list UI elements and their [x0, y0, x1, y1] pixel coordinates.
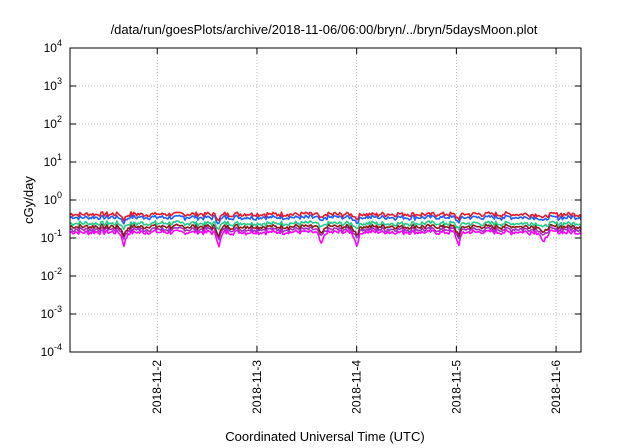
y-axis-label: cGy/day [21, 176, 36, 224]
x-axis: 2018-11-2 2018-11-3 2018-11-4 2018-11-5 2018… [150, 48, 563, 414]
series-line [69, 226, 582, 241]
series-line [69, 228, 582, 248]
y-tick-label: 103 [44, 76, 62, 93]
x-tick-label: 2018-11-6 [549, 360, 563, 414]
x-tick-label: 2018-11-2 [150, 360, 164, 414]
grid [70, 48, 581, 352]
y-tick-label: 102 [44, 114, 62, 131]
y-tick-label: 10-2 [41, 266, 62, 283]
x-tick-label: 2018-11-4 [350, 360, 364, 414]
series-line [69, 220, 582, 231]
y-tick-label: 10-3 [41, 304, 62, 321]
x-axis-label: Coordinated Universal Time (UTC) [225, 429, 424, 444]
y-tick-label: 100 [44, 190, 62, 207]
y-axis: 10-4 10-3 10-2 10-1 100 101 102 103 104 [41, 38, 581, 359]
series-line [69, 223, 582, 238]
y-tick-label: 101 [44, 152, 62, 169]
y-tick-label: 10-1 [41, 228, 62, 245]
y-tick-label: 104 [44, 38, 62, 55]
x-tick-label: 2018-11-5 [449, 360, 463, 414]
x-tick-label: 2018-11-3 [250, 360, 264, 414]
series-layer [69, 210, 582, 248]
series-line [69, 214, 582, 225]
chart-title: /data/run/goesPlots/archive/2018-11-06/0… [111, 22, 538, 37]
y-tick-label: 10-4 [41, 342, 62, 359]
series-line [69, 210, 582, 222]
